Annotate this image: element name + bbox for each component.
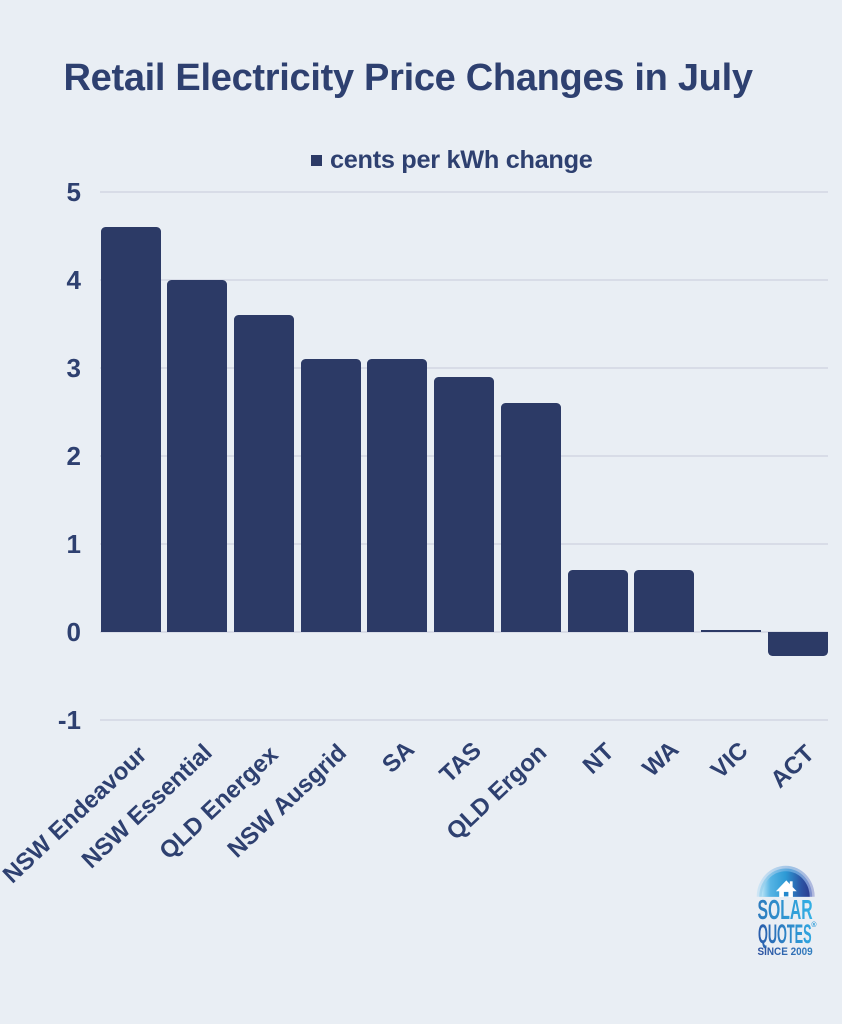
- svg-text:®: ®: [811, 921, 817, 929]
- svg-text:SINCE 2009: SINCE 2009: [758, 946, 813, 958]
- svg-text:QUOTES: QUOTES: [758, 919, 812, 949]
- svg-text:SOLAR: SOLAR: [758, 894, 813, 925]
